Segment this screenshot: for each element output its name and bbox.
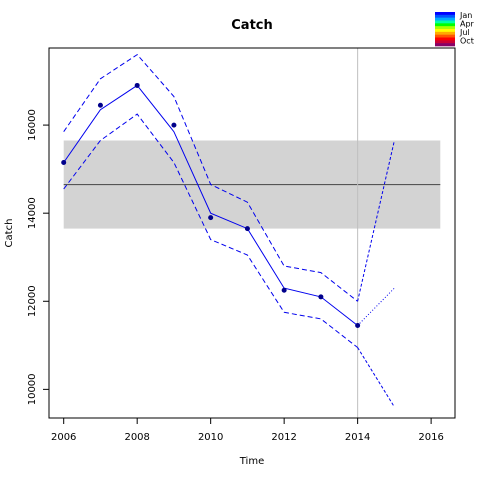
- observed-point: [355, 323, 361, 328]
- observed-point: [281, 287, 287, 293]
- y-axis-label: Catch: [4, 219, 15, 248]
- legend-swatch: [435, 14, 455, 18]
- forecast-mid-line: [357, 287, 395, 326]
- y-tick-label: 10000: [27, 373, 38, 405]
- forecast-lower-line: [357, 347, 395, 408]
- x-tick-label: 2016: [418, 432, 443, 443]
- fitted-line: [63, 84, 358, 326]
- legend-swatch: [435, 40, 455, 44]
- chart-title: Catch: [231, 18, 273, 33]
- legend-swatch: [435, 20, 455, 24]
- legend-label: Apr: [460, 20, 475, 29]
- x-tick-label: 2010: [198, 432, 223, 443]
- observed-point: [97, 102, 103, 108]
- x-axis-label: Time: [239, 456, 264, 467]
- observed-point: [244, 226, 250, 232]
- observed-point: [171, 122, 177, 128]
- x-tick-label: 2014: [345, 432, 370, 443]
- observed-point: [208, 215, 214, 221]
- x-tick-label: 2006: [51, 432, 76, 443]
- legend-swatch: [435, 12, 455, 16]
- legend-swatch: [435, 31, 455, 35]
- lower-bound-line: [63, 113, 358, 348]
- legend-swatch: [435, 43, 455, 47]
- x-tick-label: 2008: [124, 432, 149, 443]
- legend-label: Oct: [460, 37, 474, 46]
- y-axis: 10000 12000 14000 16000: [27, 109, 49, 405]
- observed-point: [134, 82, 140, 88]
- legend-swatch: [435, 34, 455, 38]
- legend-swatch: [435, 26, 455, 30]
- x-axis: 2006 2008 2010 2012 2014 2016: [51, 417, 444, 443]
- observed-point: [61, 160, 67, 166]
- legend-label: Jul: [459, 28, 470, 37]
- y-tick-label: 16000: [27, 109, 38, 141]
- legend-swatch: [435, 23, 455, 27]
- legend-swatch: [435, 17, 455, 21]
- observed-point: [318, 294, 324, 300]
- x-tick-label: 2012: [271, 432, 296, 443]
- legend-swatch: [435, 37, 455, 41]
- forecast-upper-line: [357, 140, 395, 302]
- legend-swatch: [435, 29, 455, 33]
- legend-label: Jan: [459, 11, 472, 20]
- y-tick-label: 12000: [27, 285, 38, 317]
- y-tick-label: 14000: [27, 197, 38, 229]
- series-layer: [61, 53, 395, 408]
- upper-bound-line: [63, 53, 358, 302]
